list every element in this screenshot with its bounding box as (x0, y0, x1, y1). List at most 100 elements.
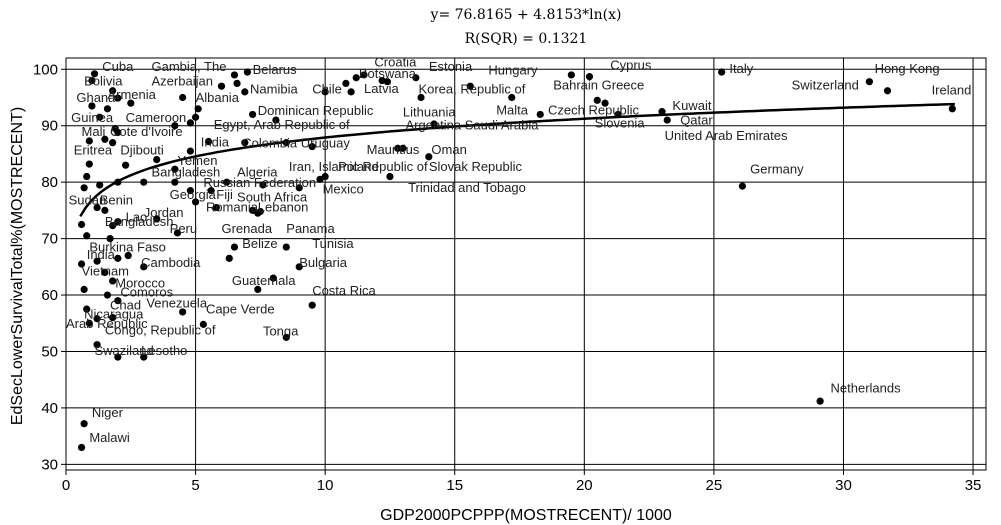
data-point (80, 184, 88, 192)
data-point (140, 178, 148, 186)
data-point (171, 122, 179, 130)
data-point (80, 420, 88, 428)
point-label: Tunisia (312, 236, 354, 251)
point-label: India (201, 135, 230, 150)
y-tick-label: 50 (41, 343, 58, 360)
data-point (186, 147, 194, 155)
data-point (122, 161, 130, 169)
point-label: Armenia (107, 87, 156, 102)
data-point (614, 110, 622, 119)
data-point (179, 93, 187, 102)
data-point (223, 178, 231, 186)
data-point (186, 119, 194, 127)
x-tick-label: 25 (706, 477, 723, 494)
data-point (308, 301, 316, 309)
point-label: Trinidad and Tobago (408, 180, 526, 195)
data-point (225, 254, 233, 262)
data-point (466, 82, 474, 90)
y-axis-title: EdSecLowerSurvivalTotal%(MOSTRECENT) (9, 107, 26, 425)
point-label: Czech Republic (548, 102, 640, 117)
data-point (140, 353, 148, 361)
point-label: Iran, Islamic Republic of (289, 159, 428, 174)
data-point (259, 181, 267, 189)
y-tick-label: 70 (41, 231, 58, 248)
point-label: Tonga (263, 324, 299, 339)
point-label: Bolivia (84, 74, 123, 89)
data-point (217, 82, 226, 90)
point-label: Peru (170, 221, 197, 236)
point-label: Kuwait (672, 98, 711, 113)
data-point (83, 172, 91, 181)
data-point (101, 135, 109, 143)
data-point (109, 314, 117, 322)
x-tick-label: 15 (446, 477, 463, 494)
point-label: Morocco (115, 276, 165, 291)
data-point (399, 144, 407, 152)
data-point (360, 71, 368, 79)
data-point (658, 108, 666, 116)
point-label: Cote d'Ivoire (110, 124, 183, 139)
data-point (233, 79, 241, 87)
data-point (88, 102, 96, 110)
point-label: Lao (126, 210, 148, 225)
data-point (207, 187, 215, 195)
data-point (816, 397, 824, 405)
point-label: Slovak Republic (429, 159, 523, 174)
point-label: Hungary (488, 62, 538, 77)
data-point (241, 139, 249, 147)
data-point (386, 172, 394, 181)
point-label: Oman (431, 142, 466, 157)
point-label: Burkina Faso (89, 240, 166, 255)
point-label: Malta (496, 102, 529, 117)
point-label: Bahrain Greece (553, 78, 644, 93)
point-label: Croatia (374, 54, 417, 69)
data-point (171, 165, 179, 173)
data-point (295, 263, 303, 271)
data-point (77, 220, 86, 229)
point-label: Belarus (253, 62, 298, 77)
point-label: Cape Verde (206, 302, 275, 317)
y-tick-label: 100 (33, 61, 58, 78)
y-tick-label: 90 (41, 118, 58, 135)
data-point (948, 105, 956, 113)
point-label: Guinea (71, 110, 114, 125)
data-point (153, 155, 161, 164)
point-label: Germany (750, 162, 804, 177)
point-label: Grenada (221, 221, 272, 236)
point-label: Lebanon (258, 200, 309, 215)
data-point (204, 137, 213, 146)
data-point (109, 277, 117, 285)
data-point (96, 181, 104, 189)
data-point (248, 110, 257, 119)
data-point (230, 243, 239, 251)
data-point (80, 285, 88, 293)
data-point (194, 105, 202, 113)
data-point (103, 291, 112, 299)
point-label: Malawi (89, 430, 130, 445)
data-point (567, 71, 575, 79)
data-point (295, 184, 303, 192)
data-point (230, 71, 239, 79)
data-point (114, 297, 122, 305)
point-label: Eritrea (74, 143, 113, 158)
data-point (101, 206, 109, 214)
point-label: Cuba (102, 59, 134, 74)
data-point (417, 93, 425, 102)
data-point (173, 229, 182, 237)
data-point (601, 99, 609, 107)
data-point (585, 73, 594, 81)
point-label: Dominican Republic (258, 103, 374, 118)
data-point (109, 222, 117, 230)
point-label: Gambia, The (152, 59, 227, 74)
data-point (88, 76, 96, 85)
x-tick-label: 35 (965, 477, 982, 494)
data-point (316, 175, 324, 183)
point-label: Italy (729, 61, 753, 76)
point-label: Nicaragua (84, 307, 144, 322)
data-point (199, 320, 207, 328)
regression-curve (79, 102, 955, 218)
point-label: Cyprus (610, 57, 652, 72)
point-label: Costa Rica (312, 283, 376, 298)
